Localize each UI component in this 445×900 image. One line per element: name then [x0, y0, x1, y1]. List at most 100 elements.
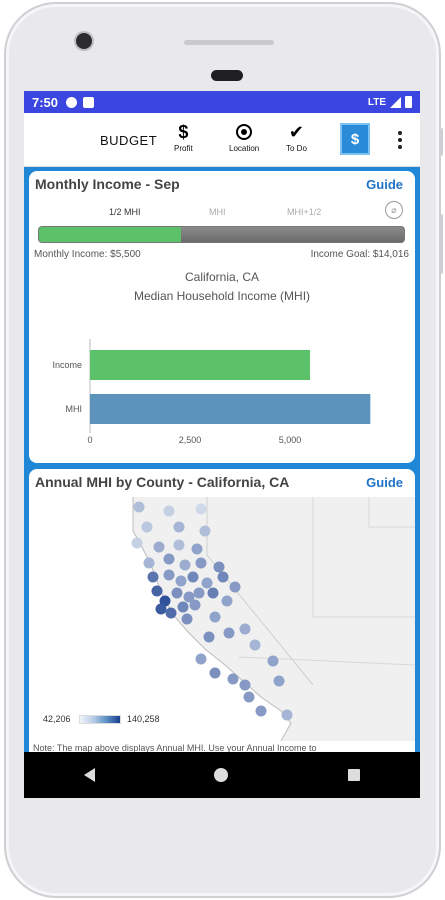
- county-marker[interactable]: [207, 587, 219, 599]
- county-marker[interactable]: [195, 653, 207, 665]
- bar-income: [90, 350, 310, 380]
- county-marker[interactable]: [163, 505, 175, 517]
- coastline: [132, 497, 292, 741]
- map-guide-link[interactable]: Guide: [366, 475, 403, 490]
- county-marker[interactable]: [221, 595, 233, 607]
- mhi-bar-chart: Income MHI 0 2,500 5,000: [52, 339, 371, 445]
- income-goal-label: Income Goal: $14,016: [310, 249, 409, 260]
- mhi-scale-selector: 1/2 MHI MHI MHI+1/2: [29, 207, 415, 221]
- county-marker[interactable]: [209, 667, 221, 679]
- legend-min-label: 42,206: [43, 714, 71, 724]
- county-marker[interactable]: [183, 591, 195, 603]
- county-marker[interactable]: [239, 679, 251, 691]
- county-marker[interactable]: [191, 543, 203, 555]
- county-marker[interactable]: [151, 585, 163, 597]
- county-marker[interactable]: [177, 601, 189, 613]
- category-label: MHI: [66, 404, 83, 414]
- county-marker[interactable]: [131, 537, 143, 549]
- county-marker[interactable]: [209, 611, 221, 623]
- county-marker[interactable]: [171, 587, 183, 599]
- county-marker[interactable]: [155, 603, 167, 615]
- x-tick-label: 0: [87, 435, 92, 445]
- status-bar: 7:50 LTE: [24, 91, 420, 113]
- county-marker[interactable]: [267, 655, 279, 667]
- income-card-title: Monthly Income - Sep: [35, 176, 180, 192]
- county-marker[interactable]: [243, 691, 255, 703]
- county-marker[interactable]: [195, 503, 207, 515]
- neighbor-states-area: [133, 497, 415, 741]
- county-map-card: Annual MHI by County - California, CA Gu…: [29, 469, 415, 759]
- county-marker[interactable]: [163, 553, 175, 565]
- category-label: Income: [52, 360, 82, 370]
- county-marker[interactable]: [201, 577, 213, 589]
- home-icon[interactable]: [214, 768, 229, 782]
- county-marker[interactable]: [141, 521, 153, 533]
- network-type: LTE: [367, 96, 386, 108]
- income-guide-link[interactable]: Guide: [366, 177, 403, 192]
- county-marker[interactable]: [273, 675, 285, 687]
- county-marker[interactable]: [229, 581, 241, 593]
- chart-subtitle: Median Household Income (MHI): [133, 289, 311, 303]
- scale-mhi[interactable]: MHI: [209, 207, 226, 217]
- county-marker[interactable]: [239, 623, 251, 635]
- info-icon[interactable]: ⌀: [385, 201, 403, 219]
- proximity-sensor: [211, 70, 243, 81]
- county-marker[interactable]: [153, 541, 165, 553]
- county-marker[interactable]: [175, 575, 187, 587]
- x-tick-label: 5,000: [279, 435, 302, 445]
- scale-mhi-plus-half[interactable]: MHI+1/2: [287, 207, 322, 217]
- county-marker[interactable]: [217, 571, 229, 583]
- more-vert-icon[interactable]: [390, 129, 410, 151]
- side-button: [439, 128, 443, 156]
- front-camera: [76, 33, 92, 49]
- sd-card-icon: [83, 96, 95, 108]
- county-marker[interactable]: [227, 673, 239, 685]
- todo-button[interactable]: ✔ To Do: [286, 121, 307, 153]
- profit-label: Profit: [174, 144, 193, 153]
- legend-max-label: 140,258: [127, 714, 160, 724]
- county-marker[interactable]: [281, 709, 293, 721]
- monthly-income-card: Monthly Income - Sep Guide 1/2 MHI MHI M…: [29, 171, 415, 463]
- scale-half-mhi[interactable]: 1/2 MHI: [109, 207, 141, 217]
- county-marker[interactable]: [255, 705, 267, 717]
- legend-color-ramp: [79, 715, 121, 724]
- county-marker[interactable]: [163, 569, 175, 581]
- location-target-icon: [236, 124, 253, 140]
- county-marker[interactable]: [203, 631, 215, 643]
- county-marker[interactable]: [165, 607, 177, 619]
- back-icon[interactable]: [83, 768, 95, 782]
- county-marker[interactable]: [189, 599, 201, 611]
- county-marker[interactable]: [173, 521, 185, 533]
- recent-apps-icon[interactable]: [348, 769, 361, 781]
- status-time: 7:50: [32, 94, 59, 110]
- county-marker[interactable]: [195, 557, 207, 569]
- map-note: Note: The map above displays Annual MHI.…: [33, 743, 317, 753]
- battery-icon: [405, 96, 412, 108]
- earpiece-speaker: [184, 40, 274, 45]
- county-marker[interactable]: [199, 525, 211, 537]
- county-marker[interactable]: [213, 561, 225, 573]
- profit-button[interactable]: $ Profit: [174, 121, 193, 153]
- screen: 7:50 LTE BUDGET $ Profit Location ✔ To D…: [24, 91, 420, 798]
- county-marker[interactable]: [179, 559, 191, 571]
- dollar-badge-icon[interactable]: $: [340, 123, 370, 155]
- county-marker[interactable]: [249, 639, 261, 651]
- county-marker[interactable]: [223, 627, 235, 639]
- x-tick-label: 2,500: [179, 435, 202, 445]
- bar-mhi: [90, 394, 371, 424]
- county-marker[interactable]: [173, 539, 185, 551]
- location-button[interactable]: Location: [229, 121, 259, 153]
- county-marker[interactable]: [147, 571, 159, 583]
- state-border-line: [312, 497, 415, 618]
- app-bar: BUDGET $ Profit Location ✔ To Do $: [24, 113, 420, 167]
- county-marker[interactable]: [181, 613, 193, 625]
- california-county-map[interactable]: [29, 497, 415, 741]
- notification-icon: [66, 96, 78, 108]
- county-marker[interactable]: [143, 557, 155, 569]
- county-markers: [131, 501, 293, 721]
- county-marker[interactable]: [193, 587, 205, 599]
- checkmark-icon: ✔: [288, 122, 304, 142]
- signal-icon: [390, 96, 401, 108]
- county-marker[interactable]: [187, 571, 199, 583]
- county-marker[interactable]: [133, 501, 145, 513]
